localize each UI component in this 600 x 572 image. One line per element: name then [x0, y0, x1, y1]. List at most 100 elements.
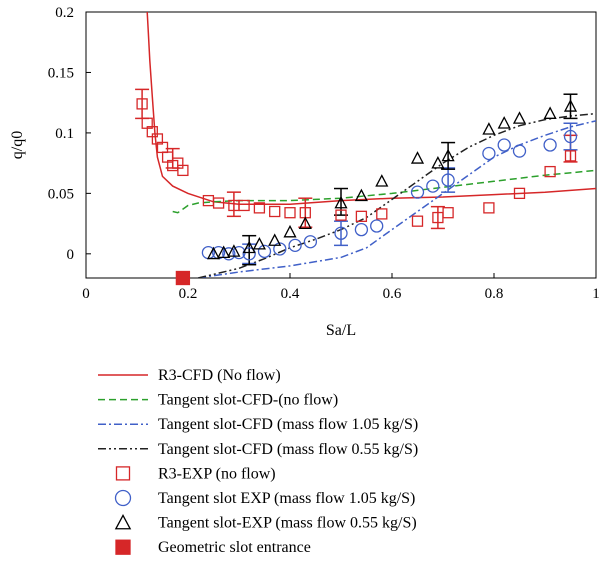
- data-point: [426, 179, 440, 193]
- x-tick-label: 1: [592, 286, 600, 302]
- legend-label: Tangent slot-CFD (mass flow 0.55 kg/S): [158, 441, 418, 458]
- data-point: [257, 244, 272, 259]
- error-bar: [563, 122, 578, 151]
- data-point: [497, 138, 511, 152]
- data-point: [334, 195, 348, 209]
- data-point: [242, 240, 256, 254]
- data-point: [242, 247, 256, 261]
- data-point: [544, 165, 556, 178]
- data-point: [206, 246, 221, 260]
- error-bar-layer: [135, 88, 578, 266]
- data-point: [212, 197, 225, 209]
- x-tick-label: 0.8: [485, 286, 504, 302]
- x-axis-title: Sa/L: [326, 322, 356, 339]
- legend-item: Geometric slot entrance: [115, 539, 311, 556]
- legend-marker-swatch: [115, 466, 131, 481]
- data-point: [482, 146, 496, 161]
- data-point: [354, 222, 369, 237]
- data-point: [217, 245, 231, 259]
- data-point: [238, 199, 250, 212]
- y-axis-title: q/q0: [9, 131, 26, 159]
- error-bar: [334, 220, 348, 247]
- error-bar: [226, 191, 241, 218]
- data-point: [288, 238, 302, 253]
- data-point: [431, 155, 445, 169]
- data-point: [410, 185, 425, 199]
- legend-item: Tangent slot-CFD-(no flow): [98, 392, 338, 409]
- legend-label: Tangent slot-CFD (mass flow 1.05 kg/S): [158, 416, 418, 433]
- data-point: [411, 215, 424, 227]
- data-point: [442, 207, 454, 219]
- data-point: [227, 244, 241, 257]
- data-point: [376, 208, 388, 220]
- data-point: [252, 236, 266, 250]
- data-point: [410, 151, 425, 164]
- data-point: [222, 247, 236, 261]
- data-point: [564, 150, 577, 162]
- legend-label: Tangent slot EXP (mass flow 1.05 kg/S): [158, 490, 415, 507]
- x-tick-label: 0.4: [281, 286, 300, 302]
- data-point: [370, 219, 384, 233]
- marker-layer: [136, 98, 578, 286]
- error-bar: [563, 93, 578, 120]
- data-point: [441, 148, 455, 162]
- data-point: [253, 202, 266, 214]
- data-point: [563, 129, 578, 144]
- data-point: [273, 242, 287, 256]
- error-bar: [441, 141, 456, 170]
- data-point: [284, 207, 296, 219]
- legend-label: R3-CFD (No flow): [158, 367, 281, 384]
- legend-label: Tangent slot-EXP (mass flow 0.55 kg/S): [158, 515, 417, 532]
- data-point: [543, 138, 557, 152]
- data-point: [283, 224, 297, 238]
- data-point: [269, 205, 281, 218]
- x-tick-label: 0: [82, 286, 90, 302]
- y-tick-label: 0.15: [48, 65, 74, 81]
- data-point: [543, 106, 557, 119]
- legend-marker-swatch: [115, 539, 131, 555]
- legend-label: R3-EXP (no flow): [158, 465, 276, 482]
- legend-item: Tangent slot-CFD (mass flow 0.55 kg/S): [98, 441, 418, 458]
- series-line: [198, 120, 596, 278]
- data-point: [334, 226, 348, 240]
- error-bar: [441, 167, 456, 193]
- legend-item: Tangent slot EXP (mass flow 1.05 kg/S): [114, 489, 415, 507]
- data-point: [303, 235, 318, 249]
- series-line: [146, 12, 596, 205]
- legend-item: R3-EXP (no flow): [115, 465, 276, 482]
- plot-frame: [85, 11, 597, 279]
- x-tick-label: 0.2: [179, 286, 198, 302]
- data-point: [497, 116, 511, 129]
- data-point: [355, 210, 368, 222]
- data-point: [298, 216, 312, 229]
- legend-item: Tangent slot-EXP (mass flow 0.55 kg/S): [114, 514, 417, 532]
- series-line: [198, 112, 596, 278]
- series-line: [172, 169, 596, 214]
- error-bar: [430, 205, 445, 230]
- x-tick-label: 0.6: [383, 286, 402, 302]
- data-point: [563, 99, 578, 112]
- axis-ticks: 0 0.2 0.4 0.6 0.8 1 0 0.05 0.1 0.15 0.2: [48, 5, 600, 302]
- data-point: [512, 111, 527, 124]
- data-point: [354, 188, 368, 202]
- y-tick-label: 0: [67, 247, 75, 263]
- legend-label: Tangent slot-CFD-(no flow): [158, 392, 338, 409]
- data-point: [482, 122, 496, 135]
- legend-item: Tangent slot-CFD (mass flow 1.05 kg/S): [98, 416, 418, 433]
- data-point: [375, 174, 389, 187]
- slot-entrance-marker: [175, 270, 191, 286]
- legend-marker-swatch: [114, 514, 132, 530]
- data-point: [268, 233, 282, 246]
- data-point: [512, 144, 527, 158]
- legend: R3-CFD (No flow) Tangent slot-CFD-(no flo…: [98, 367, 418, 556]
- data-point: [441, 173, 455, 187]
- y-tick-label: 0.05: [48, 186, 74, 202]
- legend-label: Geometric slot entrance: [158, 539, 311, 556]
- data-point: [136, 98, 148, 110]
- legend-item: R3-CFD (No flow): [98, 367, 281, 384]
- data-point: [177, 164, 189, 177]
- data-point: [513, 187, 526, 200]
- data-point: [335, 209, 347, 221]
- plot-area: 0 0.2 0.4 0.6 0.8 1 0 0.05 0.1 0.15 0.2 Sa/L q/q0: [9, 5, 600, 339]
